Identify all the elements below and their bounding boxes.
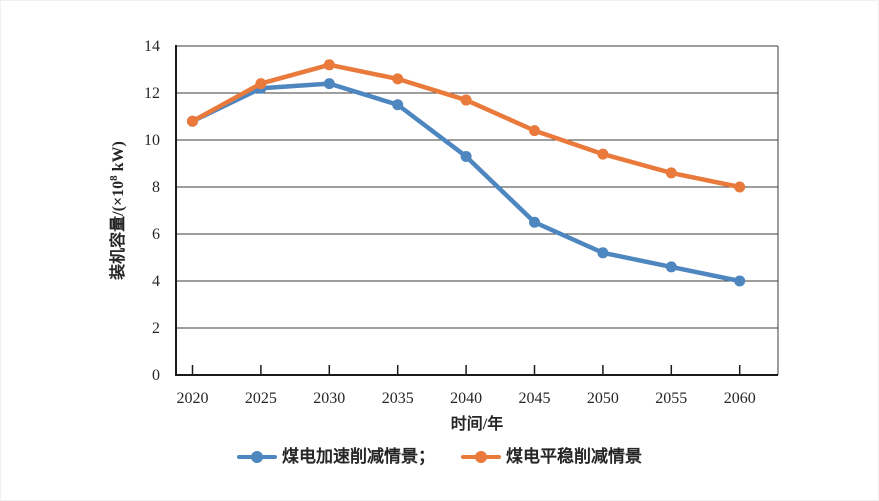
line-series-1 [190,62,742,190]
x-tick-label: 2035 [382,390,414,407]
legend-dot-icon [251,451,263,463]
data-point-series-1 [460,94,472,106]
x-tick-label: 2020 [177,390,209,407]
data-point-series-0 [597,247,609,259]
y-tick-label: 10 [144,132,160,149]
data-point-series-1 [665,167,677,179]
y-tick-label: 2 [152,320,160,337]
x-tick-label: 2055 [655,390,687,407]
y-axis-title: 装机容量/(×108 kW) [108,141,127,281]
x-tick-label: 2030 [313,390,345,407]
chart-legend: 煤电加速削减情景； 煤电平稳削减情景 [1,447,878,467]
legend-line-marker-icon [237,451,277,463]
data-point-series-0 [392,99,404,111]
data-point-series-1 [392,73,404,85]
y-tick-label: 6 [152,226,160,243]
legend-dot-icon [475,451,487,463]
x-tick-label: 2060 [724,390,756,407]
x-tick-label: 2025 [245,390,277,407]
y-tick-label: 14 [144,38,160,55]
data-point-series-0 [665,261,677,273]
x-tick-label: 2045 [519,390,551,407]
y-tick-label: 4 [152,273,160,290]
y-tick-label: 12 [144,85,160,102]
data-point-series-0 [529,216,540,228]
data-point-series-1 [597,148,609,160]
line-series-0 [190,81,742,284]
x-tick-label: 2040 [450,390,482,407]
legend-label: 煤电平稳削减情景 [506,447,642,466]
y-tick-label: 8 [152,179,160,196]
data-point-series-1 [529,125,540,137]
legend-label: 煤电加速削减情景； [282,447,435,466]
data-point-series-0 [323,78,335,90]
legend-item-0: 煤电加速削减情景； [237,447,435,467]
x-tick-label: 2050 [587,390,619,407]
data-point-series-1 [734,181,746,193]
data-point-series-1 [323,59,335,71]
data-point-series-0 [460,150,472,162]
x-axis-title: 时间/年 [451,414,503,433]
y-tick-label: 0 [152,367,160,384]
legend-item-1: 煤电平稳削减情景 [461,447,642,467]
data-point-series-1 [255,78,267,90]
legend-line-marker-icon [461,451,501,463]
data-point-series-1 [187,115,198,127]
data-point-series-0 [734,275,746,287]
